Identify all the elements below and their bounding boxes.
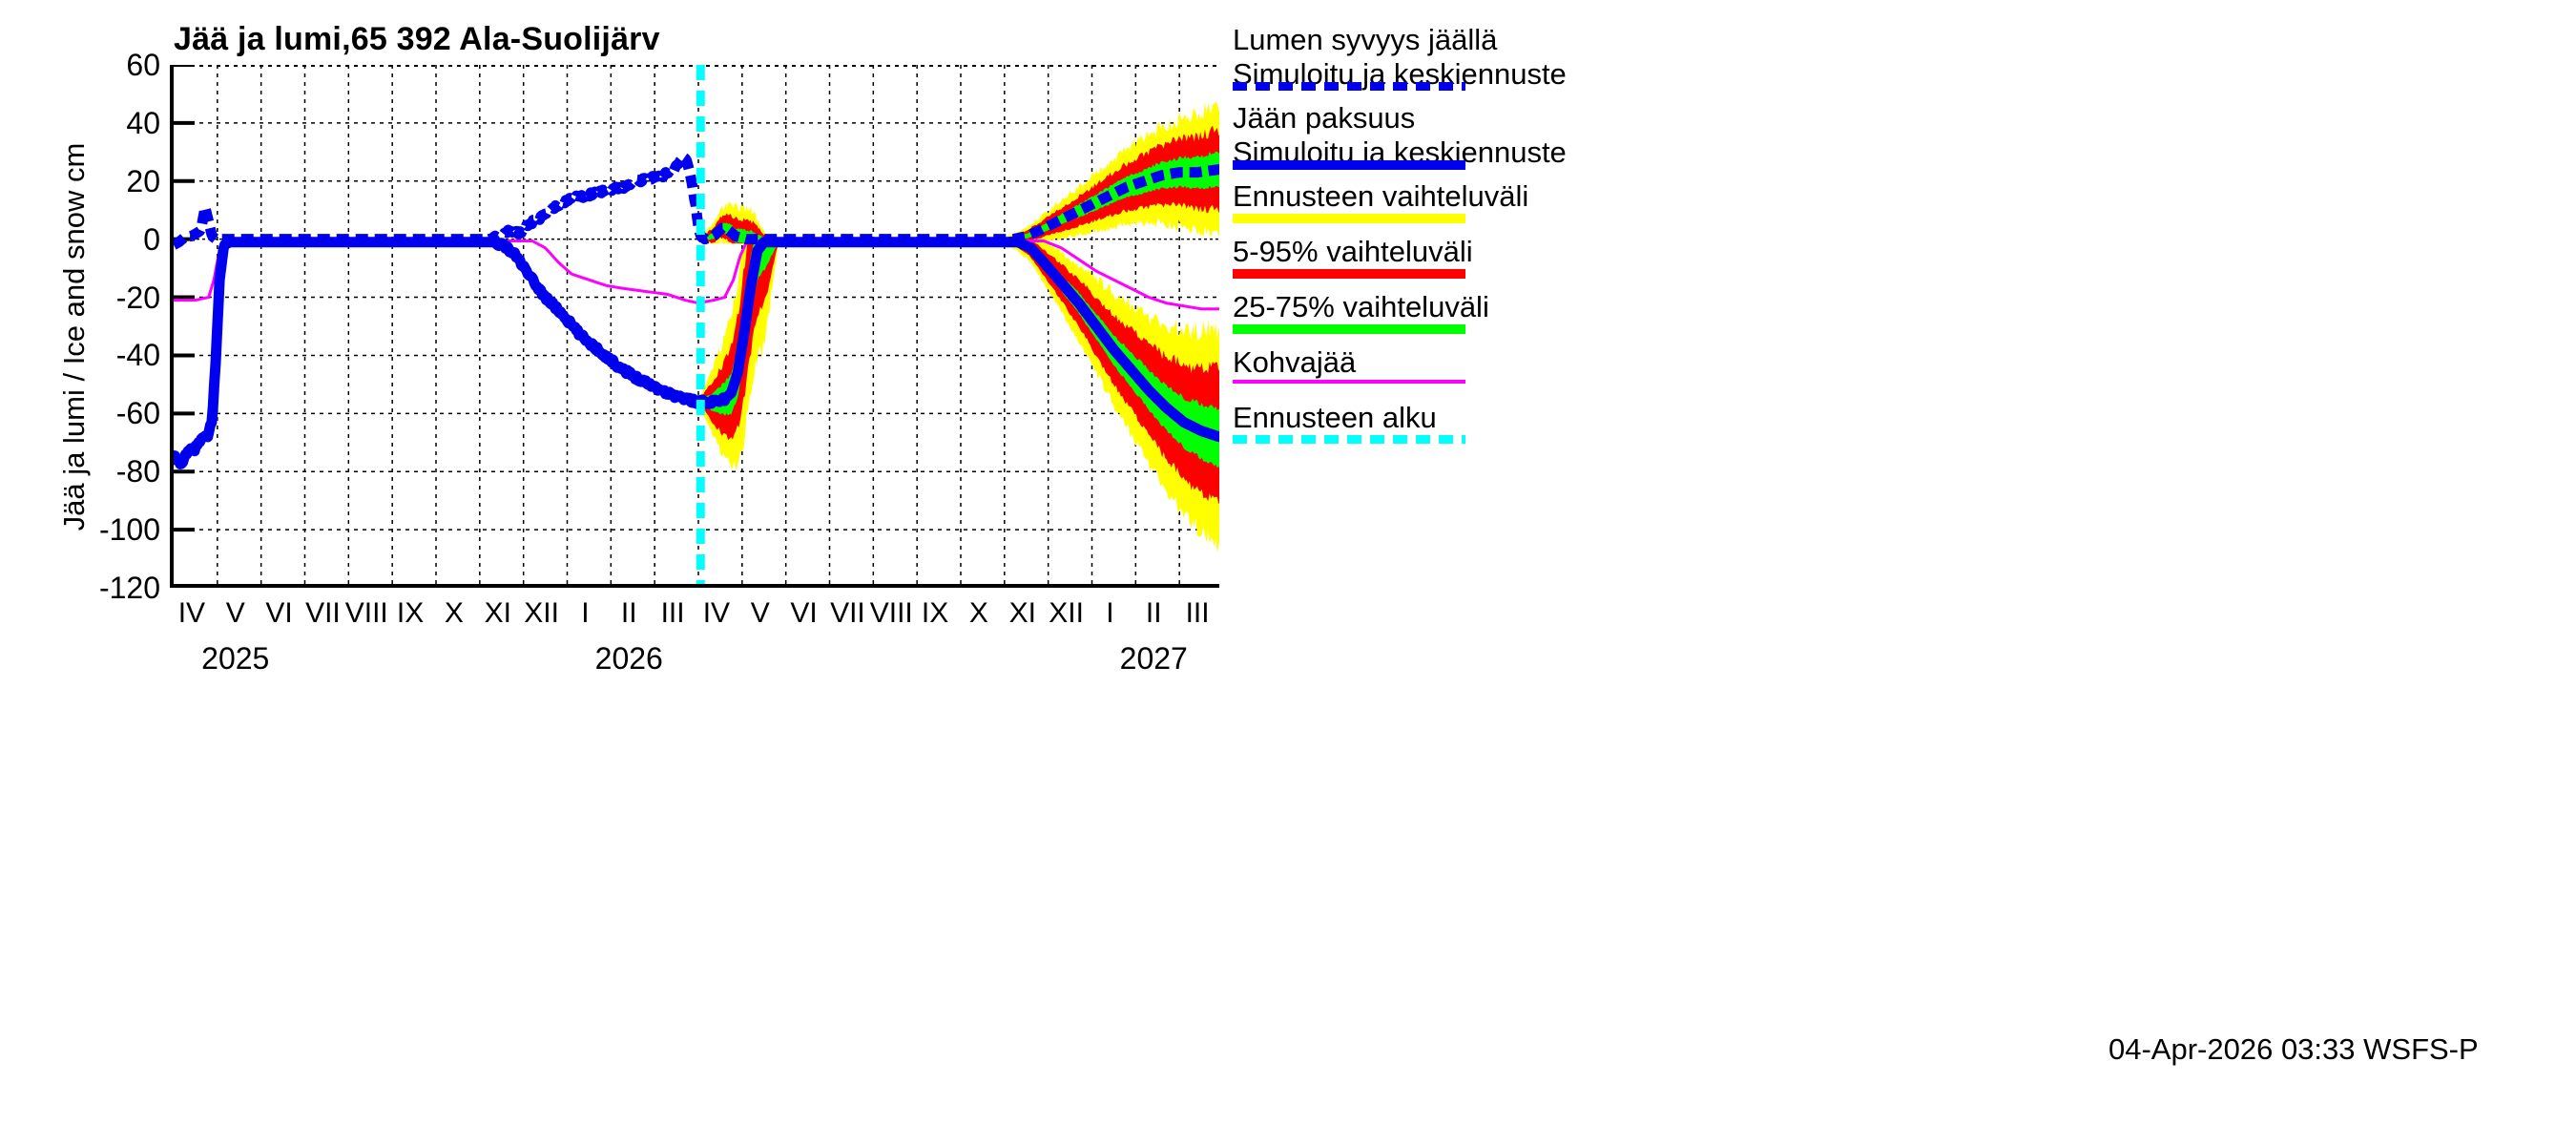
chart-canvas [174,65,1219,584]
y-axis-tick-labels: 60 40 20 0 -20 -40 -60 -80 -100 -120 [10,50,160,603]
x-year-label: 2026 [594,641,663,676]
x-tick-label: X [444,597,464,629]
x-axis-year-labels: 2025 2026 2027 [170,641,1223,679]
band-5-95-season [1004,238,1219,505]
x-axis-tick-labels: IV V VI VII VIII IX X XI XII I II III IV V VI VII VIII IX… [170,597,1223,639]
y-tick-label: -60 [115,396,160,431]
plot-container [170,65,1219,588]
y-tick-label: 0 [143,221,160,257]
forecast-bands-season [1004,238,1219,553]
band-forecast-range-season [1004,238,1219,553]
band-forecast-range-snow [1004,101,1219,241]
legend-swatch-dashed-thick [1233,435,1465,444]
x-tick-label: V [225,597,245,629]
page-title: Jää ja lumi,65 392 Ala-Suolijärv [174,21,660,57]
legend-entry-label: Lumen syvyys jäällä [1233,23,1498,56]
y-tick-label: 60 [126,48,160,82]
y-tick-label: -120 [98,571,160,605]
x-tick-label: IV [702,597,731,629]
legend-entry-label: 25-75% vaihteluväli [1233,290,1489,323]
x-tick-label: XII [524,597,559,629]
legend-entry[interactable]: Ennusteen vaihteluväli [1233,179,2559,214]
plot-area [170,65,1219,588]
x-tick-label: VII [830,597,865,629]
x-tick-label: XI [484,597,511,629]
x-year-label: 2025 [201,641,270,676]
x-tick-label: XII [1049,597,1084,629]
x-tick-label: X [968,597,988,629]
x-tick-label: IX [921,597,949,629]
x-tick-label: IV [177,597,206,629]
legend-swatch-solid-thick [1233,214,1465,223]
legend-swatch-solid-thin [1233,380,1465,384]
x-tick-label: I [1106,597,1114,629]
legend-swatch-solid-thick [1233,324,1465,334]
forecast-bands-snow [1004,101,1219,241]
x-tick-label: V [750,597,770,629]
x-year-label: 2027 [1119,641,1188,676]
legend-swatch-dashed-thick [1233,82,1465,91]
y-tick-label: -100 [98,512,160,548]
series-snow-depth [174,152,1219,250]
legend-swatch-solid-thick [1233,269,1465,279]
x-tick-label: II [1145,597,1162,629]
band-5-95-snow [1004,125,1219,241]
legend-entry[interactable]: 25-75% vaihteluväli [1233,290,2559,324]
x-tick-label: VI [265,597,293,629]
legend-entry[interactable]: Kohvajää [1233,345,2559,380]
x-tick-label: VIII [869,597,913,629]
legend-swatch-solid-thick [1233,160,1465,170]
legend-entry[interactable]: 5-95% vaihteluväli [1233,235,2559,269]
legend-entry-label: Ennusteen vaihteluväli [1233,179,1529,213]
x-tick-label: VII [305,597,341,629]
x-tick-label: III [660,597,685,629]
y-tick-label: 20 [126,163,160,198]
x-tick-label: XI [1008,597,1036,629]
legend-entry-label: Jään paksuus [1233,101,1416,135]
legend-entry-label: Ennusteen alku [1233,401,1437,434]
x-tick-label: III [1185,597,1210,629]
y-tick-label: 40 [126,105,160,140]
y-tick-label: -20 [115,280,160,315]
x-tick-label: IX [396,597,425,629]
footer-timestamp: 04-Apr-2026 03:33 WSFS-P [2109,1032,2479,1066]
x-tick-label: II [620,597,637,629]
y-tick-label: -80 [115,454,160,489]
band-25-75-snow [1004,151,1219,240]
legend-entry-label: Kohvajää [1233,345,1357,379]
x-tick-label: VI [790,597,818,629]
legend-entry[interactable]: Ennusteen alku [1233,401,2559,435]
x-tick-label: VIII [344,597,388,629]
y-tick-label: -40 [115,338,160,373]
x-tick-label: I [581,597,590,629]
y-tick-marks [174,65,195,532]
legend-entry-label: 5-95% vaihteluväli [1233,235,1473,268]
